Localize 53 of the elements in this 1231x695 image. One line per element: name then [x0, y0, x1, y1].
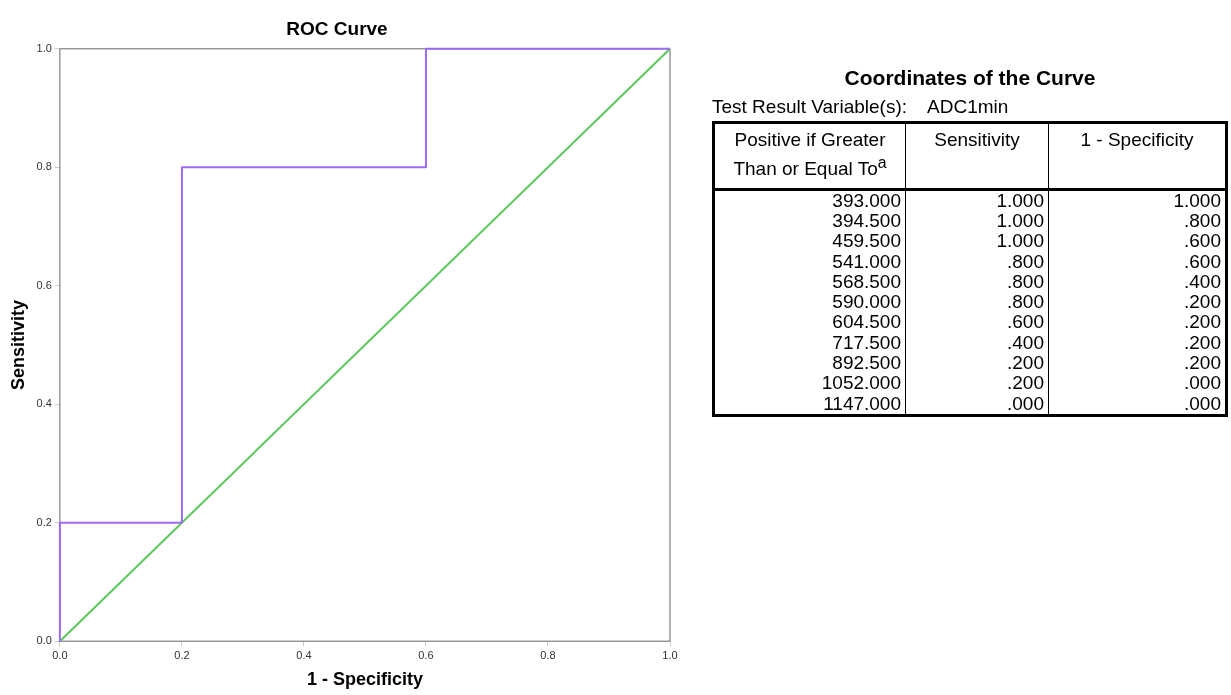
- data-label: .800: [1048, 210, 1227, 232]
- data-label: .400: [1048, 270, 1227, 293]
- category-label: 590.000: [713, 291, 906, 313]
- category-label: 1147.000: [713, 392, 906, 416]
- x-tick-label: 0.6: [418, 648, 434, 661]
- data-label: 1.000: [905, 210, 1049, 232]
- category-label: 892.500: [713, 352, 906, 374]
- x-tick-label: 0.2: [174, 648, 190, 661]
- category-label: 459.500: [713, 230, 906, 252]
- category-label: 568.500: [713, 270, 906, 293]
- data-label: .800: [905, 291, 1049, 313]
- x-tick-label: 1.0: [662, 648, 678, 661]
- x-tick-label: 0.8: [540, 648, 556, 661]
- y-tick-label: 0.2: [36, 515, 52, 528]
- data-label: .200: [1048, 352, 1227, 374]
- data-label: .000: [1048, 392, 1227, 416]
- x-tick-label: 0.0: [52, 648, 68, 661]
- data-label: .400: [905, 331, 1049, 354]
- x-axis-title: 1 - Specificity: [306, 669, 423, 690]
- category-label: 541.000: [713, 250, 906, 272]
- chart-title: ROC Curve: [286, 17, 388, 39]
- category-label: 393.000: [713, 189, 906, 211]
- data-label: .000: [1048, 372, 1227, 394]
- data-label: 1.000: [905, 189, 1049, 211]
- y-tick-label: 0.4: [36, 397, 52, 410]
- data-label: .600: [905, 311, 1049, 333]
- text: Sensitivity: [905, 122, 1049, 190]
- y-axis-title: Sensitivity: [7, 299, 28, 391]
- data-label: .200: [1048, 291, 1227, 313]
- y-tick-label: 0.8: [36, 160, 52, 173]
- data-label: .200: [905, 372, 1049, 394]
- text: Positive if Greater Than or Equal To$^{a}$: [713, 122, 906, 190]
- data-label: 1.000: [1048, 189, 1227, 211]
- data-label: .800: [905, 250, 1049, 272]
- y-tick-label: 1.0: [36, 41, 52, 54]
- category-label: 394.500: [713, 210, 906, 232]
- data-label: 1.000: [905, 230, 1049, 252]
- category-label: 1052.000: [713, 372, 906, 394]
- text: 1 - Specificity: [1048, 122, 1227, 190]
- data-label: .000: [905, 392, 1049, 416]
- data-label: .200: [1048, 311, 1227, 333]
- data-label: .600: [1048, 230, 1227, 252]
- category-label: 717.500: [713, 331, 906, 354]
- data-label: .800: [905, 270, 1049, 293]
- data-label: .200: [905, 352, 1049, 374]
- y-tick-label: 0.6: [36, 278, 52, 291]
- data-label: .200: [1048, 331, 1227, 354]
- data-label: .600: [1048, 250, 1227, 272]
- text: Coordinates of the Curve: [843, 66, 1097, 90]
- category-label: 604.500: [713, 311, 906, 333]
- x-tick-label: 0.4: [296, 648, 312, 661]
- text: Test Result Variable(s): ADC1min: [712, 96, 1010, 118]
- y-tick-label: 0.0: [36, 634, 52, 647]
